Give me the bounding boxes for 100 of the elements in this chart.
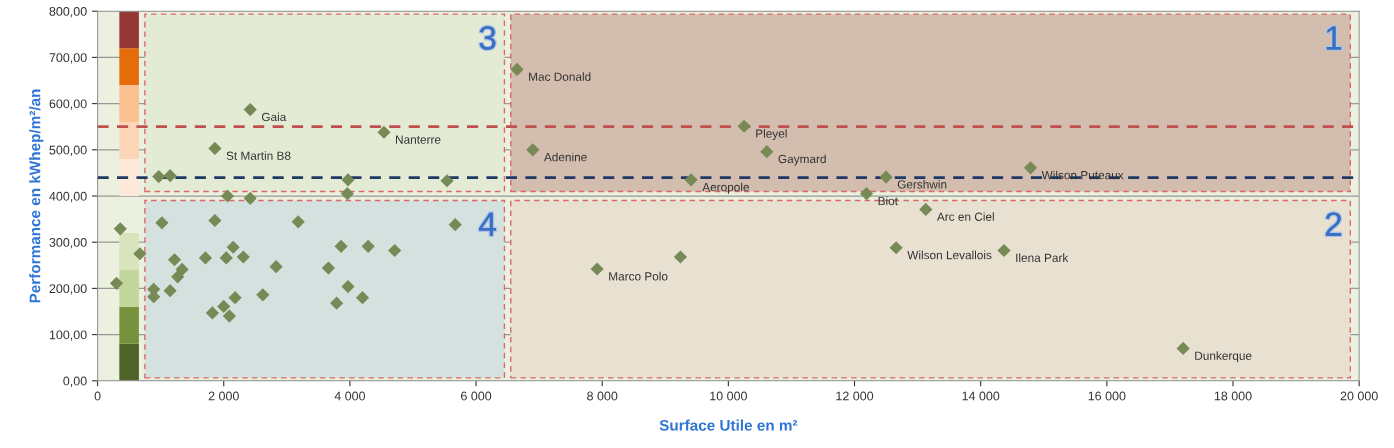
annotation: Wilson Puteaux	[1041, 170, 1124, 180]
bar	[119, 159, 139, 196]
point	[997, 243, 1011, 258]
point	[226, 240, 240, 254]
point	[256, 288, 270, 302]
bar	[119, 85, 139, 123]
point	[1023, 161, 1038, 175]
point	[684, 173, 698, 187]
x-axis-title: Surface Utile en m²	[659, 419, 798, 431]
annotation: 1	[1326, 26, 1342, 50]
bar	[119, 306, 139, 344]
y-tick-label: 600,00	[49, 99, 87, 110]
annotation: Biot	[878, 196, 898, 206]
point	[208, 213, 222, 228]
annotation: Arc en Ciel	[936, 212, 994, 221]
bar	[119, 48, 139, 86]
y-axis-title: Performance en kWhep/m²/an	[29, 89, 44, 303]
point	[526, 143, 540, 157]
point	[243, 103, 257, 117]
annotation: Dunkerque	[1195, 351, 1252, 363]
point	[167, 253, 182, 267]
point	[330, 296, 344, 310]
annotation: Gaia	[261, 112, 287, 122]
annotation: Wilson Levallois	[907, 250, 992, 260]
point	[1176, 341, 1190, 356]
x-tick-label: 14 000	[962, 391, 1000, 401]
annotation: Ilena Park	[1016, 253, 1069, 263]
point	[859, 187, 874, 201]
point	[448, 218, 462, 232]
point	[355, 291, 370, 305]
y-tick-label: 0,00	[63, 376, 87, 387]
x-tick-label: 12 000	[836, 391, 874, 401]
point	[889, 241, 903, 255]
y-tick-label: 500,00	[49, 145, 87, 156]
point	[361, 239, 375, 253]
bar	[119, 11, 139, 49]
point	[152, 170, 166, 184]
annotation: Aeropole	[702, 182, 749, 194]
annotation: Pleyel	[756, 129, 787, 141]
annotation: Gaymard	[778, 154, 826, 166]
point	[205, 306, 219, 320]
x-tick-label: 0	[94, 391, 101, 401]
point	[222, 309, 236, 323]
y-tick-label: 700,00	[49, 53, 87, 64]
x-tick-label: 4 000	[334, 391, 366, 401]
annotation: St Martin B8	[226, 151, 291, 160]
point	[919, 202, 933, 216]
point	[334, 239, 348, 253]
annotation: Nanterre	[396, 135, 441, 144]
point	[269, 260, 283, 274]
x-tick-label: 16 000	[1088, 391, 1126, 401]
y-tick-label: 100,00	[49, 330, 87, 341]
point	[133, 247, 147, 261]
point	[673, 250, 688, 264]
bar	[119, 232, 139, 270]
bar	[119, 122, 139, 160]
point	[510, 62, 524, 76]
point	[590, 262, 604, 276]
point	[175, 262, 189, 277]
point	[440, 174, 454, 188]
point	[321, 261, 336, 275]
point	[243, 191, 257, 205]
bar	[119, 343, 139, 381]
point	[341, 173, 355, 187]
point	[109, 276, 124, 290]
point	[155, 216, 169, 230]
point	[760, 145, 774, 159]
point	[208, 141, 222, 155]
point	[879, 170, 893, 184]
x-tick-label: 2 000	[208, 391, 239, 401]
annotation: Gershwin	[897, 179, 947, 189]
point	[171, 270, 185, 284]
x-tick-label: 6 000	[461, 391, 492, 401]
y-tick-label: 300,00	[49, 238, 87, 249]
point	[198, 251, 213, 265]
point	[163, 284, 177, 298]
x-tick-label: 20 000	[1340, 391, 1378, 401]
point	[113, 222, 127, 236]
annotation: Adenine	[543, 152, 587, 162]
x-tick-label: 8 000	[587, 391, 618, 401]
annotation: 3	[479, 26, 496, 50]
x-tick-label: 18 000	[1214, 391, 1252, 401]
y-tick-label: 800,00	[49, 7, 87, 18]
point	[388, 243, 402, 258]
x-tick-label: 10 000	[710, 391, 747, 401]
point	[220, 189, 235, 203]
y-tick-label: 400,00	[49, 191, 87, 203]
point	[236, 250, 250, 264]
bar	[119, 269, 139, 307]
annotation: 2	[1325, 212, 1342, 236]
point	[219, 251, 233, 265]
annotation: Marco Polo	[609, 271, 668, 281]
point	[217, 299, 231, 314]
y-tick-label: 200,00	[49, 284, 87, 295]
point	[163, 169, 177, 183]
point	[377, 125, 391, 139]
point	[737, 119, 751, 133]
annotation: 4	[479, 212, 496, 236]
point	[228, 291, 242, 305]
annotation: Mac Donald	[529, 72, 591, 81]
